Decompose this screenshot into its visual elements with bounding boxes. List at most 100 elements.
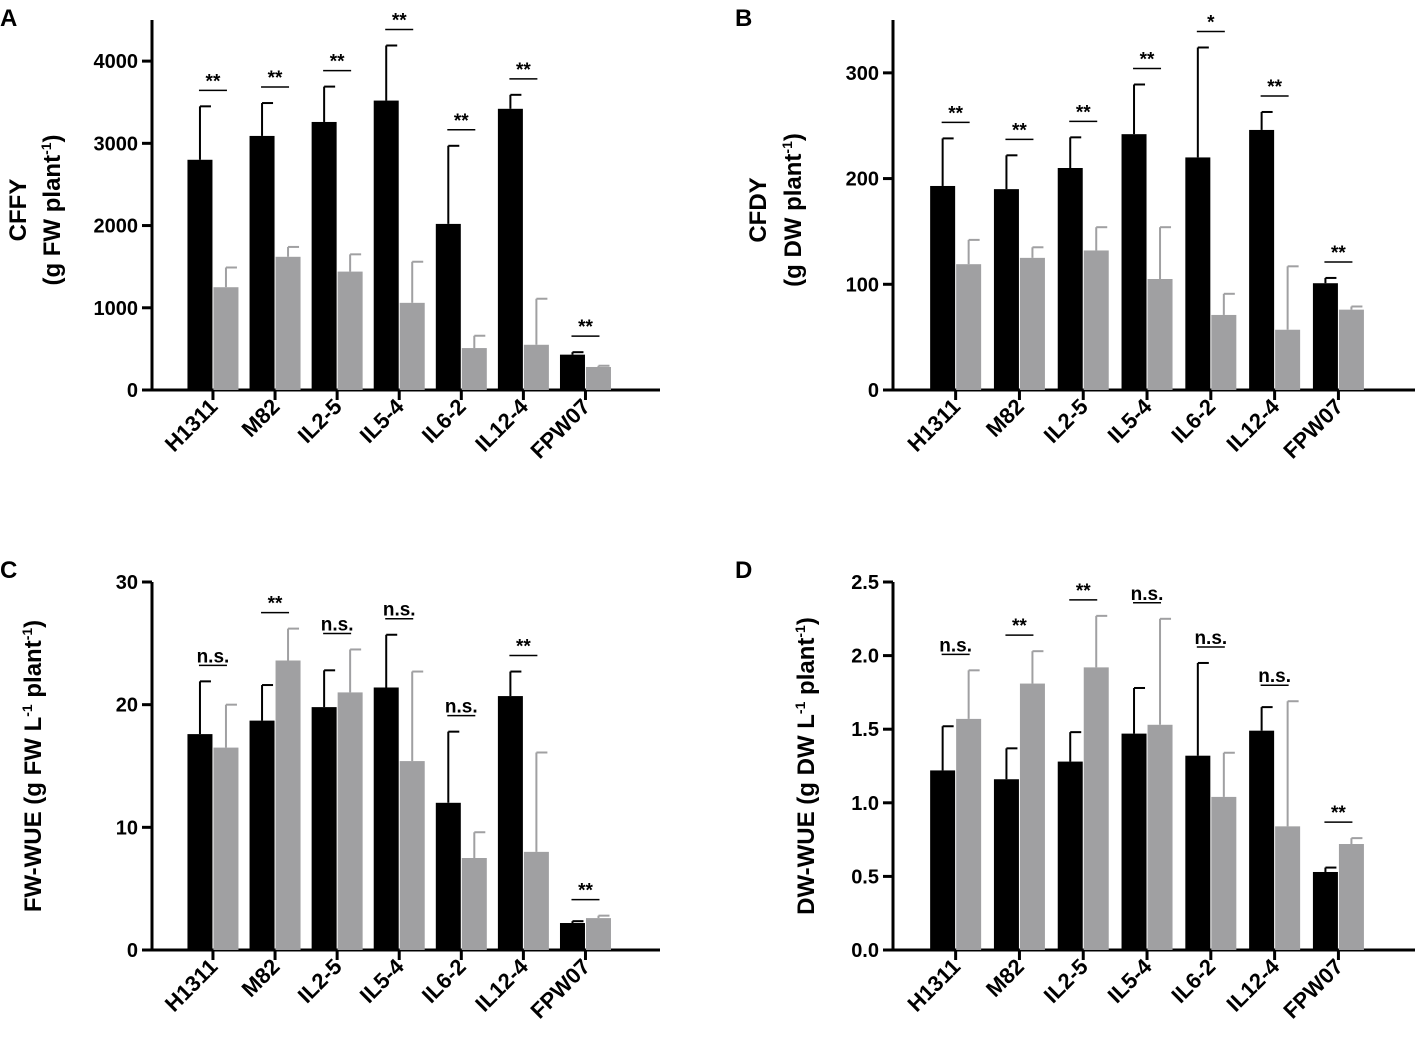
bar-gray xyxy=(1147,279,1173,390)
y-unit-superscript: -1 xyxy=(38,142,54,155)
significance-label: ** xyxy=(1140,49,1155,70)
bar-gray xyxy=(275,256,301,390)
y-tick-label: 0 xyxy=(868,380,879,402)
y-axis-title: CFDY xyxy=(745,177,772,242)
x-tick-label: FPW07 xyxy=(1278,954,1348,1024)
bar-gray xyxy=(523,851,549,950)
bar-gray xyxy=(956,264,982,390)
significance-label: ** xyxy=(516,637,531,658)
y-title-superscript: -1 xyxy=(792,625,808,638)
x-tick-label: H1311 xyxy=(160,954,223,1017)
bar-black xyxy=(559,354,585,390)
y-tick-label: 1.0 xyxy=(851,793,879,815)
panel-letter: C xyxy=(0,557,17,584)
y-title-superscript: -1 xyxy=(792,701,808,714)
bar-gray xyxy=(585,366,611,390)
bar-gray xyxy=(275,660,301,950)
bar-gray xyxy=(1338,309,1364,390)
significance-label: ** xyxy=(578,881,593,902)
x-tick-label: M82 xyxy=(237,954,285,1002)
x-tick-label: IL12-4 xyxy=(1222,393,1285,456)
significance-label: ** xyxy=(1267,77,1282,98)
bar-gray xyxy=(956,718,982,950)
bar-gray xyxy=(585,918,611,950)
bar-black xyxy=(187,734,213,950)
bar-gray xyxy=(1147,724,1173,950)
y-title-text: FW-WUE (g FW L xyxy=(20,717,47,912)
y-title-superscript: -1 xyxy=(19,628,35,641)
y-tick-label: 0.5 xyxy=(851,866,879,888)
significance-label: ** xyxy=(268,594,283,615)
x-tick-label: H1311 xyxy=(903,394,966,457)
y-axis-title: FW-WUE (g FW L-1 plant-1) xyxy=(19,620,47,912)
y-title-text: DW-WUE (g DW L xyxy=(793,714,820,915)
y-title-close: ) xyxy=(793,617,820,625)
significance-label: ** xyxy=(1076,581,1091,602)
bar-black xyxy=(930,185,956,390)
bar-gray xyxy=(1211,796,1237,950)
panel-letter: A xyxy=(0,5,17,32)
bar-gray xyxy=(1083,250,1109,390)
significance-label: n.s. xyxy=(445,697,478,718)
y-tick-label: 2.5 xyxy=(851,572,879,594)
panel-letter: D xyxy=(735,557,752,584)
bar-black xyxy=(1121,733,1147,950)
bar-black xyxy=(373,100,399,391)
y-axis-title: CFFY xyxy=(5,179,32,242)
y-tick-label: 20 xyxy=(116,695,138,717)
x-tick-label: IL5-4 xyxy=(1103,393,1158,448)
significance-label: ** xyxy=(268,68,283,89)
bar-black xyxy=(559,923,585,950)
bar-black xyxy=(435,223,461,390)
bar-black xyxy=(930,770,956,950)
y-axis-unit: (g DW plant-1) xyxy=(779,133,807,287)
y-tick-label: 2000 xyxy=(94,216,139,238)
x-tick-label: FPW07 xyxy=(1278,394,1348,464)
x-tick-label: H1311 xyxy=(903,954,966,1017)
significance-label: ** xyxy=(1076,102,1091,123)
x-tick-label: IL6-2 xyxy=(1166,394,1220,448)
significance-label: ** xyxy=(392,10,407,31)
bar-gray xyxy=(399,302,425,390)
x-tick-label: IL12-4 xyxy=(470,953,533,1016)
bar-gray xyxy=(1275,329,1301,390)
significance-label: n.s. xyxy=(383,600,416,621)
x-tick-label: M82 xyxy=(981,394,1029,442)
x-tick-label: IL2-5 xyxy=(293,394,347,448)
bar-black xyxy=(249,135,275,390)
x-tick-label: IL2-5 xyxy=(293,954,347,1008)
significance-label: n.s. xyxy=(321,614,354,635)
y-axis-unit: (g FW plant-1) xyxy=(38,134,66,285)
y-tick-label: 0.0 xyxy=(851,940,879,962)
y-tick-label: 30 xyxy=(116,572,138,594)
bar-black xyxy=(311,707,337,950)
x-tick-label: IL5-4 xyxy=(355,393,410,448)
significance-label: ** xyxy=(454,111,469,132)
y-tick-label: 4000 xyxy=(94,51,139,73)
bar-gray xyxy=(1338,844,1364,950)
bar-black xyxy=(435,802,461,950)
y-tick-label: 100 xyxy=(846,274,879,296)
bar-gray xyxy=(337,271,363,390)
x-tick-label: M82 xyxy=(237,394,285,442)
y-title-mid: plant xyxy=(20,640,47,704)
bar-gray xyxy=(213,287,239,390)
bar-black xyxy=(1121,134,1147,390)
significance-label: ** xyxy=(1012,120,1027,141)
bar-black xyxy=(187,159,213,390)
bar-black xyxy=(373,687,399,950)
significance-label: ** xyxy=(516,60,531,81)
bar-black xyxy=(1185,157,1211,390)
bar-gray xyxy=(1019,683,1045,950)
y-unit-text: (g FW plant xyxy=(39,155,66,286)
bar-black xyxy=(249,720,275,950)
y-unit-superscript: -1 xyxy=(779,141,795,154)
x-tick-label: FPW07 xyxy=(525,954,595,1024)
significance-label: ** xyxy=(206,71,221,92)
bar-gray xyxy=(1019,257,1045,390)
significance-label: n.s. xyxy=(197,646,230,667)
panel-b: B 0 100 200 300 CFDY (g DW plant-1) ** H1311 ** M8… xyxy=(735,5,1415,463)
x-tick-label: IL6-2 xyxy=(417,954,471,1008)
y-tick-label: 0 xyxy=(127,380,138,402)
